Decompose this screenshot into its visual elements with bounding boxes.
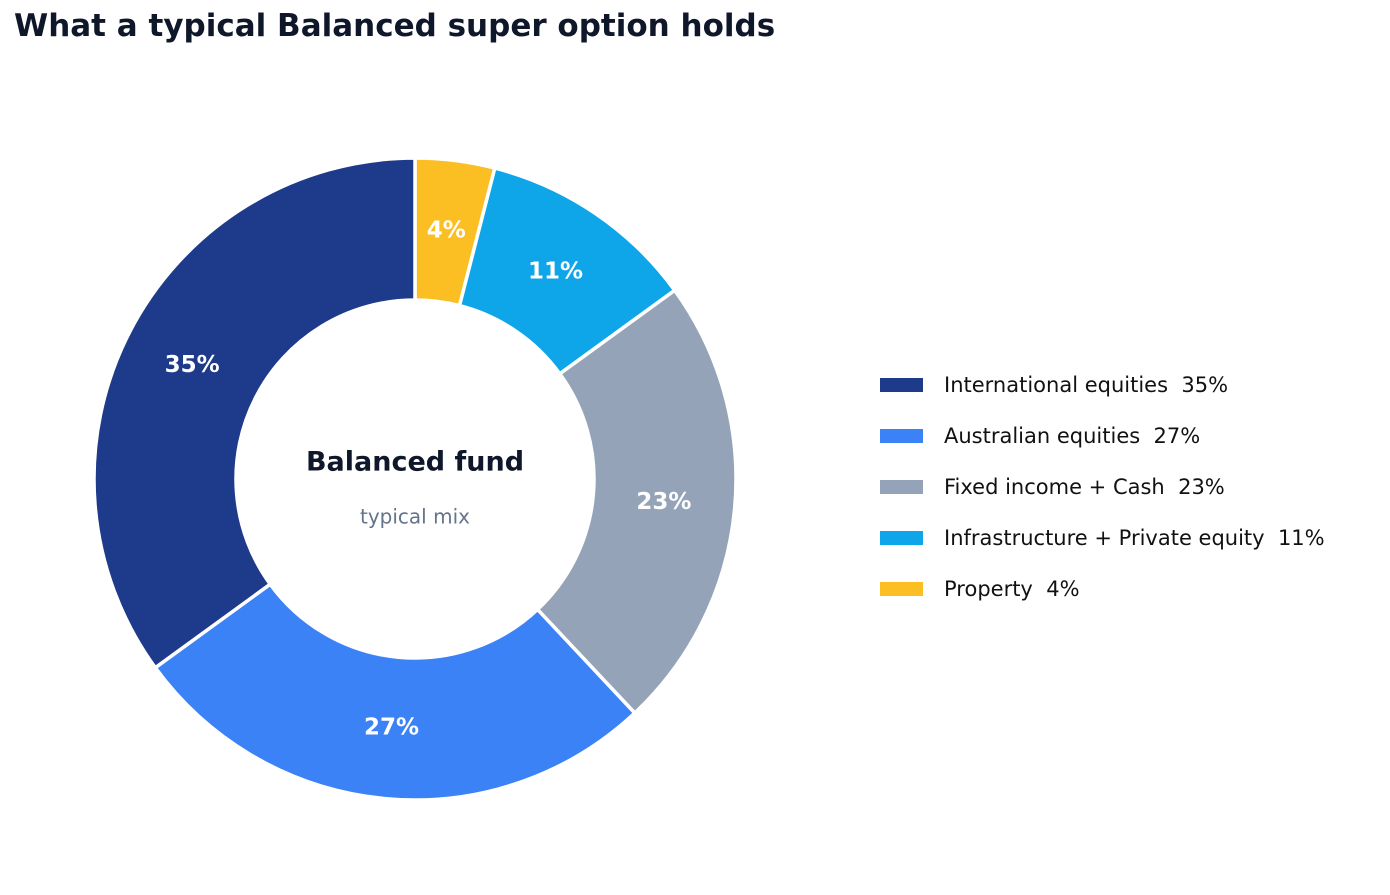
legend-item: Fixed income + Cash 23% [880,461,1325,512]
slice-international-equities [92,156,417,671]
donut-chart: 4% 11% 23% 27% 35% Balanced fund typical mix [92,156,738,802]
slice-label-infrastructure-private-equity: 11% [528,259,583,285]
legend-swatch [880,428,923,443]
legend-swatch [880,530,923,545]
legend-label: Property 4% [944,576,1080,601]
legend-item: Australian equities 27% [880,410,1325,461]
legend-item: International equities 35% [880,359,1325,410]
legend-label: Infrastructure + Private equity 11% [944,525,1325,550]
legend-swatch [880,479,923,494]
legend-item: Property 4% [880,563,1325,614]
slices-group [92,156,738,802]
center-subtitle: typical mix [360,505,470,529]
slice-label-property: 4% [427,218,466,244]
legend-swatch [880,581,923,596]
legend-label: Fixed income + Cash 23% [944,474,1225,499]
legend-item: Infrastructure + Private equity 11% [880,512,1325,563]
chart-title: What a typical Balanced super option hol… [14,8,776,44]
slice-australian-equities [152,581,638,802]
legend: International equities 35% Australian equ… [880,359,1325,614]
slice-label-international-equities: 35% [165,352,220,378]
slice-labels-group: 4% 11% 23% 27% 35% [165,218,692,741]
legend-swatch [880,377,923,392]
slice-fixed-income-cash [535,287,738,716]
legend-label: Australian equities 27% [944,423,1201,448]
center-title: Balanced fund [306,447,524,478]
slice-label-australian-equities: 27% [364,714,419,740]
slice-label-fixed-income-cash: 23% [636,489,691,515]
legend-label: International equities 35% [944,372,1229,397]
